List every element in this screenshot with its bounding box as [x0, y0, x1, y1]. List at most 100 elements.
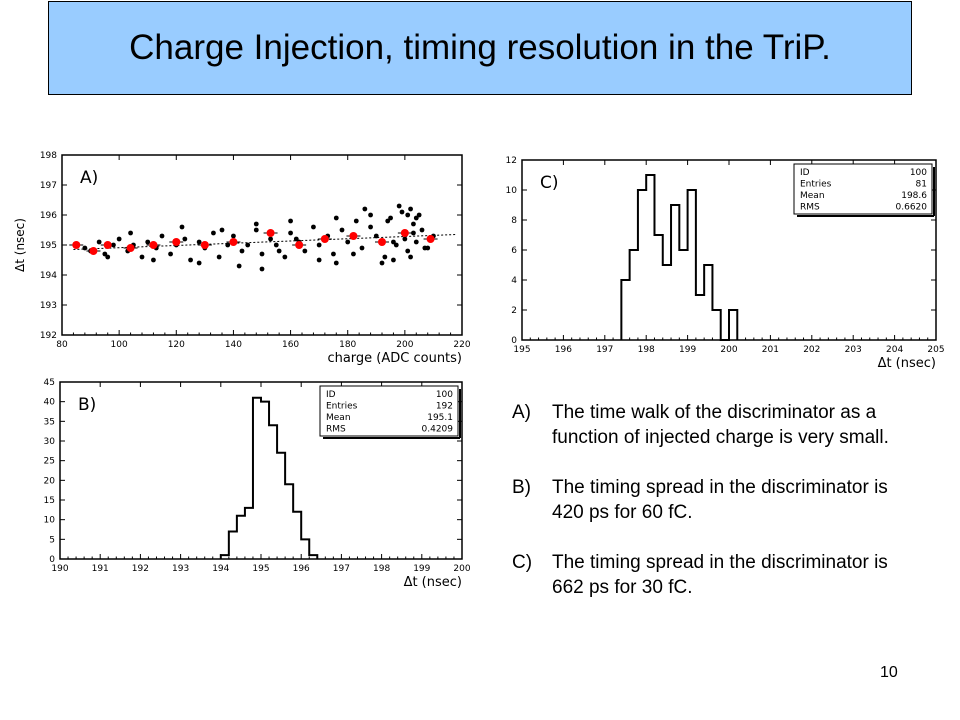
x-tick-label: 193 — [172, 564, 189, 574]
scatter-point — [311, 224, 316, 230]
histogram-bar — [301, 539, 309, 559]
scatter-point — [196, 239, 202, 245]
x-tick-label: 198 — [373, 564, 390, 574]
x-tick-label: 196 — [293, 564, 310, 574]
scatter-point — [231, 233, 236, 239]
scatter-point — [179, 224, 185, 230]
histogram-bar — [646, 175, 654, 340]
stats-value: 0.4209 — [422, 425, 454, 435]
page-number: 10 — [880, 664, 898, 681]
x-axis-label: Δt (nsec) — [878, 356, 936, 371]
x-tick-label: 190 — [51, 564, 68, 574]
scatter-point — [351, 251, 356, 257]
scatter-point — [399, 209, 405, 215]
y-tick-label: 35 — [44, 417, 55, 427]
scatter-point — [128, 230, 133, 236]
histogram-bar — [654, 235, 662, 340]
mean-point — [378, 238, 386, 246]
stats-value: 100 — [436, 390, 453, 400]
scatter-point — [408, 254, 413, 260]
mean-point — [200, 241, 209, 249]
stats-box — [319, 385, 459, 437]
note-c: C) The timing spread in the discriminato… — [512, 550, 912, 600]
note-a: A) The time walk of the discriminator as… — [512, 400, 912, 450]
x-tick-label: 204 — [886, 345, 903, 355]
mean-point — [320, 235, 329, 243]
x-tick-label: 202 — [803, 345, 820, 355]
y-tick-label: 192 — [40, 331, 57, 341]
scatter-point — [379, 260, 385, 266]
x-tick-label: 200 — [396, 340, 413, 350]
histogram-bar — [638, 190, 646, 340]
stats-box — [793, 163, 933, 215]
x-tick-label: 199 — [679, 345, 696, 355]
scatter-point — [253, 221, 259, 227]
x-tick-label: 195 — [513, 345, 530, 355]
y-tick-label: 194 — [40, 271, 57, 281]
note-letter: A) — [512, 402, 531, 423]
panel-label: B) — [78, 395, 96, 415]
stats-key: Entries — [800, 180, 832, 190]
y-tick-label: 6 — [511, 246, 517, 256]
scatter-point — [391, 239, 396, 245]
y-tick-label: 45 — [44, 378, 55, 388]
y-tick-label: 2 — [511, 306, 517, 316]
scatter-point — [388, 215, 393, 221]
histogram-bar — [630, 250, 638, 340]
chart-b-histogram: 190 191 192 193 194 195 196 197 198 199 200 0 5 10 15 2… — [44, 378, 471, 590]
scatter-point — [151, 257, 156, 263]
mean-point — [149, 241, 158, 249]
scatter-point — [288, 230, 293, 236]
x-tick-label: 100 — [111, 340, 128, 350]
scatter-point — [339, 227, 345, 233]
mean-point — [426, 235, 435, 243]
scatter-point — [139, 254, 145, 260]
scatter-point — [405, 212, 411, 218]
stats-value: 0.6620 — [896, 203, 928, 213]
stats-key: RMS — [326, 425, 346, 435]
histogram-bar — [621, 280, 629, 340]
scatter-point — [259, 251, 265, 257]
scatter-point — [168, 251, 173, 257]
scatter-point — [96, 239, 102, 245]
scatter-point — [419, 227, 425, 233]
scatter-point — [402, 236, 408, 242]
scatter-point — [253, 227, 259, 233]
stats-key: Mean — [326, 413, 351, 423]
x-tick-label: 198 — [638, 345, 655, 355]
stats-value: 198.6 — [901, 191, 927, 201]
plot-frame — [61, 154, 463, 336]
histogram-bar — [229, 531, 237, 559]
stats-value: 100 — [910, 168, 927, 178]
mean-point — [349, 232, 358, 240]
stats-key: Entries — [326, 402, 358, 412]
histogram-bar — [253, 398, 261, 559]
x-tick-label: 197 — [596, 345, 613, 355]
note-letter: C) — [512, 552, 533, 573]
histogram-bar — [293, 512, 301, 559]
x-tick-label: 140 — [225, 340, 242, 350]
note-text: The timing spread in the discriminator i… — [552, 477, 888, 523]
y-tick-label: 15 — [44, 496, 55, 506]
panel-label: C) — [540, 173, 559, 193]
x-tick-label: 197 — [333, 564, 350, 574]
scatter-point — [316, 242, 322, 248]
scatter-point — [102, 251, 108, 257]
x-tick-label: 199 — [413, 564, 430, 574]
histogram-bar — [696, 295, 704, 340]
histogram-bar — [237, 516, 245, 559]
scatter-point — [276, 248, 282, 254]
histogram-bar — [712, 310, 720, 340]
scatter-point — [273, 242, 279, 248]
y-tick-label: 0 — [511, 336, 517, 346]
chart-c-histogram: 195 196 197 198 199 200 201 202 203 204 2050246810… — [506, 156, 945, 371]
y-tick-label: 196 — [40, 211, 57, 221]
y-tick-label: 193 — [40, 301, 57, 311]
histogram-bar — [688, 190, 696, 340]
histogram-bar — [261, 402, 269, 559]
scatter-point — [268, 236, 273, 242]
y-axis-label: Δt (nsec) — [13, 218, 27, 272]
y-tick-label: 197 — [40, 181, 57, 191]
note-text: The timing spread in the discriminator i… — [552, 552, 888, 598]
x-tick-label: 191 — [92, 564, 109, 574]
